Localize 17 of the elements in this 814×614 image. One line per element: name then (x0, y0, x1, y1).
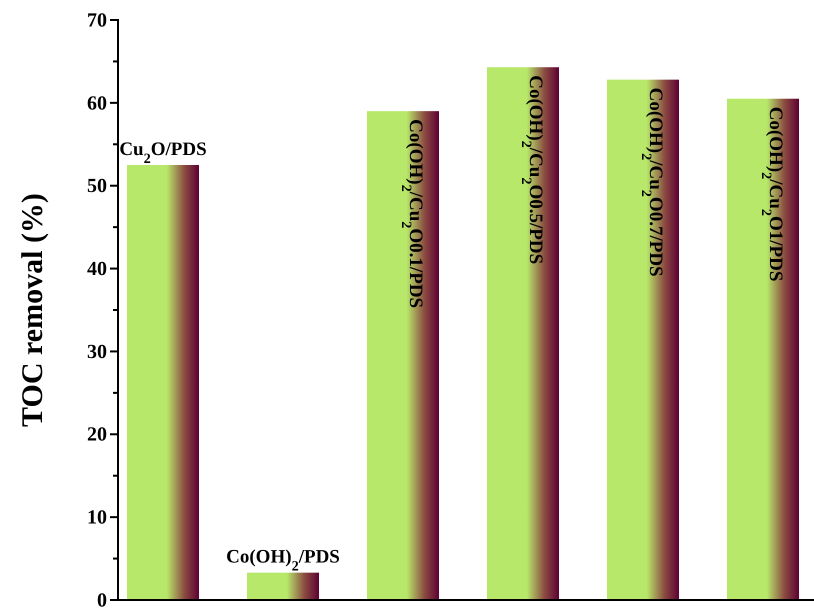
bar (487, 67, 559, 600)
x-tick-label: Co(OH)$_{2}$/PDS (226, 546, 340, 575)
y-tick-label: 60 (87, 92, 107, 114)
bar (127, 165, 199, 600)
y-tick-label: 0 (97, 589, 107, 612)
x-tick-label: Cu$_{2}$O/PDS (119, 139, 207, 167)
bar (367, 111, 439, 600)
bar (607, 80, 679, 600)
y-tick-label: 40 (87, 258, 107, 280)
y-tick-label: 70 (87, 9, 107, 32)
y-tick-label: 20 (87, 424, 107, 446)
y-tick-label: 10 (87, 506, 107, 529)
y-axis-title: TOC removal (%) (16, 193, 49, 427)
y-tick-label: 50 (87, 175, 107, 198)
bar (727, 98, 799, 600)
y-tick-label: 30 (87, 340, 107, 363)
bar (247, 572, 319, 600)
